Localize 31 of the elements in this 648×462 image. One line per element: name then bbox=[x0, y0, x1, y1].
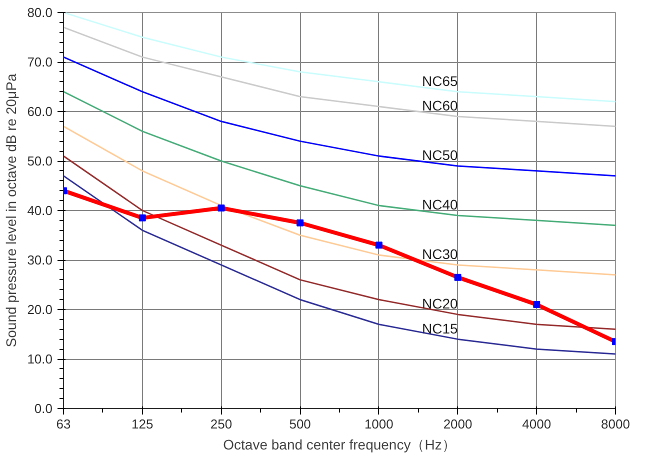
x-tick-label: 500 bbox=[289, 416, 311, 432]
x-tick-label: 2000 bbox=[443, 416, 472, 432]
y-tick-label: 30.0 bbox=[27, 252, 53, 268]
line-series bbox=[64, 12, 616, 102]
x-axis-title: Octave band center frequency（Hz） bbox=[223, 436, 456, 452]
x-tick-label: 250 bbox=[210, 416, 232, 432]
x-tick-label: 8000 bbox=[601, 416, 630, 432]
x-tick-label: 63 bbox=[56, 416, 71, 432]
series-label: NC40 bbox=[422, 196, 458, 213]
y-tick-label: 50.0 bbox=[27, 154, 53, 168]
x-tick-label: 1000 bbox=[364, 416, 394, 432]
y-tick-label: 10.0 bbox=[27, 352, 53, 366]
y-tick-label: 80.0 bbox=[27, 5, 53, 20]
series-label: NC50 bbox=[422, 147, 458, 164]
x-tick-label: 125 bbox=[132, 416, 154, 432]
series-label: NC60 bbox=[422, 98, 458, 114]
line-series bbox=[64, 26, 616, 128]
x-tick-label: 4000 bbox=[522, 416, 552, 432]
y-axis-title: Sound pressure level in octave dB re 20μPa bbox=[3, 74, 20, 348]
y-tick-label: 60.0 bbox=[27, 104, 53, 119]
y-tick-label: 0.0 bbox=[34, 401, 53, 416]
y-tick-label: 40.0 bbox=[27, 203, 53, 218]
line-series bbox=[64, 56, 616, 177]
y-tick-label: 70.0 bbox=[27, 54, 53, 70]
line-series bbox=[64, 126, 616, 276]
series-label: NC30 bbox=[422, 246, 458, 262]
y-tick-label: 20.0 bbox=[27, 302, 53, 317]
series-label: NC20 bbox=[422, 296, 458, 312]
series-label: NC65 bbox=[422, 72, 458, 89]
series-label: NC15 bbox=[422, 320, 458, 336]
line-series bbox=[64, 90, 616, 226]
